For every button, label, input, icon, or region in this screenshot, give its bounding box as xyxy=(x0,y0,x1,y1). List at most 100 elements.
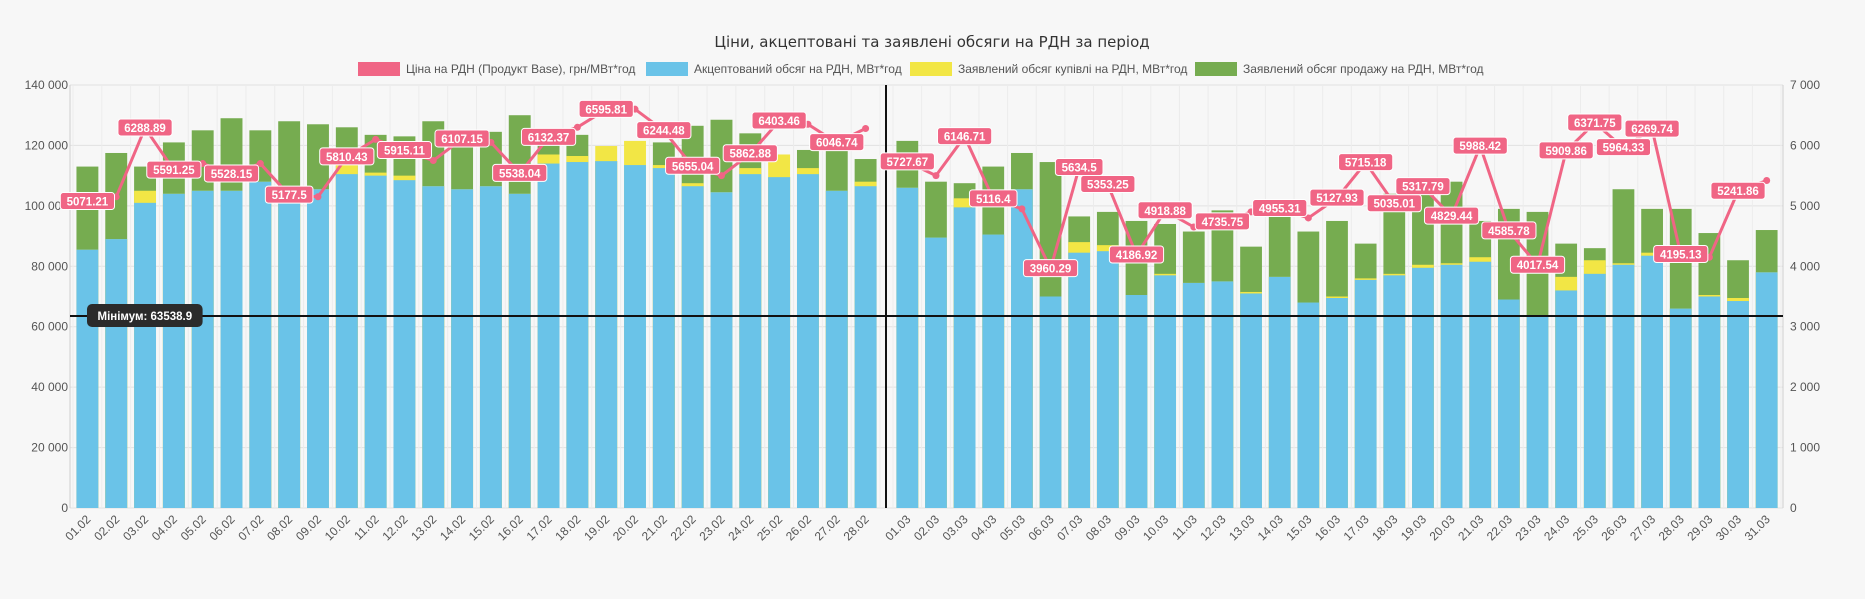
x-tick-label: 04.02 xyxy=(149,512,180,543)
y-left-tick-label: 40 000 xyxy=(31,380,68,394)
x-tick-label: 22.02 xyxy=(668,512,699,543)
price-label: 5810.43 xyxy=(326,152,368,164)
price-point xyxy=(573,123,581,131)
y-right-tick-label: 1 000 xyxy=(1790,441,1820,455)
bar-accepted xyxy=(1583,273,1606,508)
x-tick-label: 10.02 xyxy=(322,512,353,543)
x-tick-label: 27.03 xyxy=(1627,512,1658,543)
price-label: 5116.4 xyxy=(976,194,1011,206)
price-point xyxy=(1018,205,1026,213)
x-tick-label: 01.02 xyxy=(62,512,93,543)
price-label-box xyxy=(1710,181,1766,200)
price-label-box xyxy=(376,141,433,160)
bar-accepted xyxy=(1412,267,1434,508)
x-tick-label: 11.02 xyxy=(351,512,382,543)
price-label: 4918.88 xyxy=(1144,206,1186,218)
x-tick-label: 03.02 xyxy=(120,512,151,543)
x-tick-label: 10.03 xyxy=(1140,512,1171,543)
x-tick-label: 27.02 xyxy=(812,512,843,543)
bar-accepted xyxy=(768,177,791,508)
legend-label-accepted: Акцептований обсяг на РДН, МВт*год xyxy=(694,62,902,76)
x-tick-label: 26.02 xyxy=(783,512,814,543)
price-label: 5964.33 xyxy=(1603,143,1645,155)
bar-accepted xyxy=(896,187,919,508)
price-label: 6244.48 xyxy=(643,126,685,138)
y-left-tick-label: 140 000 xyxy=(25,78,69,92)
price-label-box xyxy=(968,189,1018,208)
price-label: 5071.21 xyxy=(67,197,109,209)
bar-accepted xyxy=(1669,308,1692,508)
x-tick-label: 11.03 xyxy=(1169,512,1200,543)
bar-accepted xyxy=(1125,294,1148,508)
bar-accepted xyxy=(191,190,214,508)
x-tick-label: 08.02 xyxy=(264,512,295,543)
y-right-tick-label: 2 000 xyxy=(1790,380,1820,394)
x-tick-label: 28.03 xyxy=(1656,512,1687,543)
x-tick-label: 15.02 xyxy=(466,512,497,543)
bar-accepted xyxy=(134,202,157,509)
y-right-tick-label: 4 000 xyxy=(1790,259,1820,273)
chart-bars xyxy=(76,115,1778,509)
price-label-box xyxy=(578,99,634,118)
price-label-box xyxy=(1624,119,1680,138)
bar-accepted xyxy=(953,207,976,508)
bar-accepted xyxy=(1240,293,1262,508)
x-tick-label: 19.03 xyxy=(1398,512,1429,543)
price-label-box xyxy=(722,144,778,163)
price-label-box xyxy=(434,129,490,148)
bar-accepted xyxy=(982,234,1005,508)
price-label-box xyxy=(1452,136,1508,155)
x-tick-label: 29.03 xyxy=(1684,512,1715,543)
x-tick-label: 05.03 xyxy=(997,512,1028,543)
price-label: 5127.93 xyxy=(1316,193,1358,205)
bar-accepted xyxy=(307,189,329,508)
bar-accepted xyxy=(1154,275,1177,508)
bar-accepted xyxy=(652,168,675,508)
price-label: 4955.31 xyxy=(1259,204,1301,216)
price-label-box xyxy=(1108,245,1165,264)
legend-label-sell: Заявлений обсяг продажу на РДН, МВт*год xyxy=(1243,62,1484,76)
minimum-label-box xyxy=(87,304,203,328)
x-tick-label: 03.03 xyxy=(940,512,971,543)
legend-label-buy: Заявлений обсяг купівлі на РДН, МВт*год xyxy=(958,62,1187,76)
bar-accepted xyxy=(105,239,128,509)
bar-accepted xyxy=(1211,281,1234,508)
bar-accepted xyxy=(796,174,819,508)
price-label: 4195.13 xyxy=(1660,249,1702,261)
x-tick-label: 08.03 xyxy=(1083,512,1114,543)
price-label: 4017.54 xyxy=(1517,260,1559,272)
chart-legend[interactable]: Ціна на РДН (Продукт Base), грн/МВт*год А… xyxy=(358,62,1484,76)
bar-accepted xyxy=(422,186,445,509)
minimum-line-group: Мінімум: 63538.9 xyxy=(70,304,1783,328)
price-label-box xyxy=(1338,153,1394,172)
x-tick-label: 31.03 xyxy=(1742,512,1773,543)
bar-accepted xyxy=(1497,299,1520,508)
y-left-tick-label: 20 000 xyxy=(31,441,68,455)
y-left-tick-label: 80 000 xyxy=(31,259,68,273)
x-tick-label: 23.02 xyxy=(696,512,727,543)
x-tick-label: 07.03 xyxy=(1054,512,1085,543)
x-tick-label: 15.03 xyxy=(1283,512,1314,543)
price-label-box xyxy=(1538,141,1594,160)
price-label: 5909.86 xyxy=(1545,146,1587,158)
chart-price-labels: 5071.21 6288.89 5591.25 5528.15 5177.5 5810.4… xyxy=(59,99,1766,278)
price-label: 6269.74 xyxy=(1631,124,1673,136)
bar-accepted xyxy=(681,186,704,509)
price-label: 3960.29 xyxy=(1030,264,1072,276)
price-label-box xyxy=(146,160,202,179)
price-label: 5715.18 xyxy=(1345,158,1387,170)
x-tick-label: 17.02 xyxy=(524,512,555,543)
x-tick-label: 22.03 xyxy=(1484,512,1515,543)
x-tick-label: 13.03 xyxy=(1226,512,1257,543)
price-label: 5241.86 xyxy=(1717,186,1759,198)
x-tick-label: 13.02 xyxy=(408,512,439,543)
bar-accepted xyxy=(1727,301,1749,508)
x-tick-label: 04.03 xyxy=(968,512,999,543)
price-label-box xyxy=(1252,199,1308,218)
legend-swatch-buy xyxy=(910,62,952,76)
x-tick-label: 02.02 xyxy=(91,512,122,543)
x-tick-label: 06.03 xyxy=(1026,512,1057,543)
price-label-box xyxy=(117,118,173,137)
price-label: 6403.46 xyxy=(758,116,800,128)
bar-accepted xyxy=(1383,275,1406,508)
